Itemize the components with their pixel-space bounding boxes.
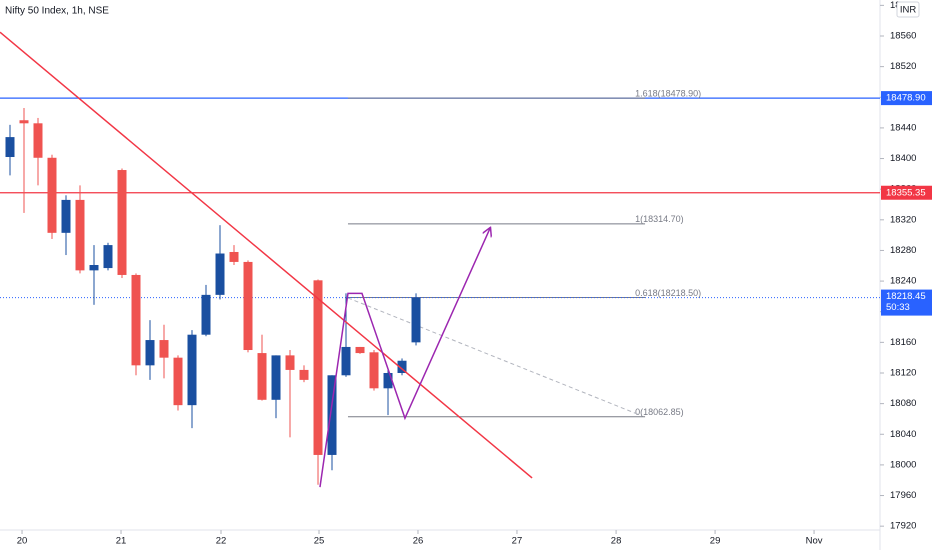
y-tick-label: 18120: [890, 368, 916, 379]
candle-body: [397, 360, 407, 373]
x-tick-label: 20: [17, 536, 28, 547]
y-tick-label: 17960: [890, 490, 916, 501]
price-tag: [881, 185, 932, 200]
y-tick-label: 18520: [890, 61, 916, 72]
fib-label: 0.618(18218.50): [635, 288, 701, 298]
x-tick-label: 29: [710, 536, 721, 547]
x-tick-label: 25: [314, 536, 325, 547]
candle-body: [355, 346, 365, 354]
y-tick-label: 18160: [890, 337, 916, 348]
candle-body: [299, 369, 309, 380]
candle-body: [5, 137, 15, 158]
candle-body: [89, 265, 99, 271]
candle-body: [145, 340, 155, 366]
y-tick-label: 18320: [890, 214, 916, 225]
candle-body: [369, 352, 379, 389]
pattern-line: [319, 228, 490, 488]
candle-body: [201, 294, 211, 335]
fib-label: 1(18314.70): [635, 214, 684, 224]
candle-body: [271, 355, 281, 400]
candle-body: [229, 251, 239, 262]
candle-body: [341, 346, 351, 376]
candle-body: [215, 253, 225, 295]
price-tag-label: 18355.35: [886, 187, 926, 198]
candle-body: [103, 245, 113, 269]
y-tick-label: 17920: [890, 521, 916, 532]
y-tick-label: 18000: [890, 459, 916, 470]
fib-label: 1.618(18478.90): [635, 88, 701, 98]
candle-body: [173, 357, 183, 406]
candle-body: [327, 375, 337, 455]
last-price-tag: [881, 289, 932, 316]
candle-body: [117, 170, 127, 275]
y-tick-label: 18400: [890, 153, 916, 164]
price-tag: [881, 91, 932, 106]
candle-body: [257, 353, 267, 400]
candle-body: [313, 280, 323, 455]
plot-area: 1.618(18478.90) 1(18314.70) 0.618(18218.50…: [0, 31, 880, 488]
x-tick-label: 21: [116, 536, 127, 547]
candle-body: [75, 199, 85, 271]
candle-body: [159, 340, 169, 358]
price-tag-label: 18478.90: [886, 93, 926, 104]
x-tick-label: 27: [512, 536, 523, 547]
currency[interactable]: INR: [900, 5, 917, 16]
chart-title: Nifty 50 Index, 1h, NSE: [5, 6, 109, 17]
fib-label: 0(18062.85): [635, 407, 684, 417]
candle-body: [411, 297, 421, 343]
candle-body: [19, 120, 29, 124]
y-tick-label: 18560: [890, 31, 916, 42]
y-tick-label: 18240: [890, 276, 916, 287]
y-tick-label: 18040: [890, 429, 916, 440]
x-tick-label: Nov: [806, 536, 823, 547]
y-tick-label: 18440: [890, 122, 916, 133]
x-tick-label: 28: [611, 536, 622, 547]
last-price-label: 18218.45: [886, 291, 926, 302]
candle-body: [47, 157, 57, 233]
trend-line: [0, 31, 533, 479]
currency-box[interactable]: [896, 1, 920, 18]
candle-body: [285, 355, 295, 370]
y-tick-label: 18080: [890, 398, 916, 409]
countdown-label: 50:33: [886, 302, 910, 313]
candle-body: [33, 123, 43, 158]
candle-body: [61, 199, 71, 233]
candle-body: [383, 372, 393, 389]
y-tick-label: 18280: [890, 245, 916, 256]
projection-line: [347, 297, 641, 416]
candle-body: [131, 274, 141, 366]
candle-body: [187, 334, 197, 406]
x-tick-label: 26: [413, 536, 424, 547]
x-tick-label: 22: [216, 536, 227, 547]
candle-body: [243, 261, 253, 351]
